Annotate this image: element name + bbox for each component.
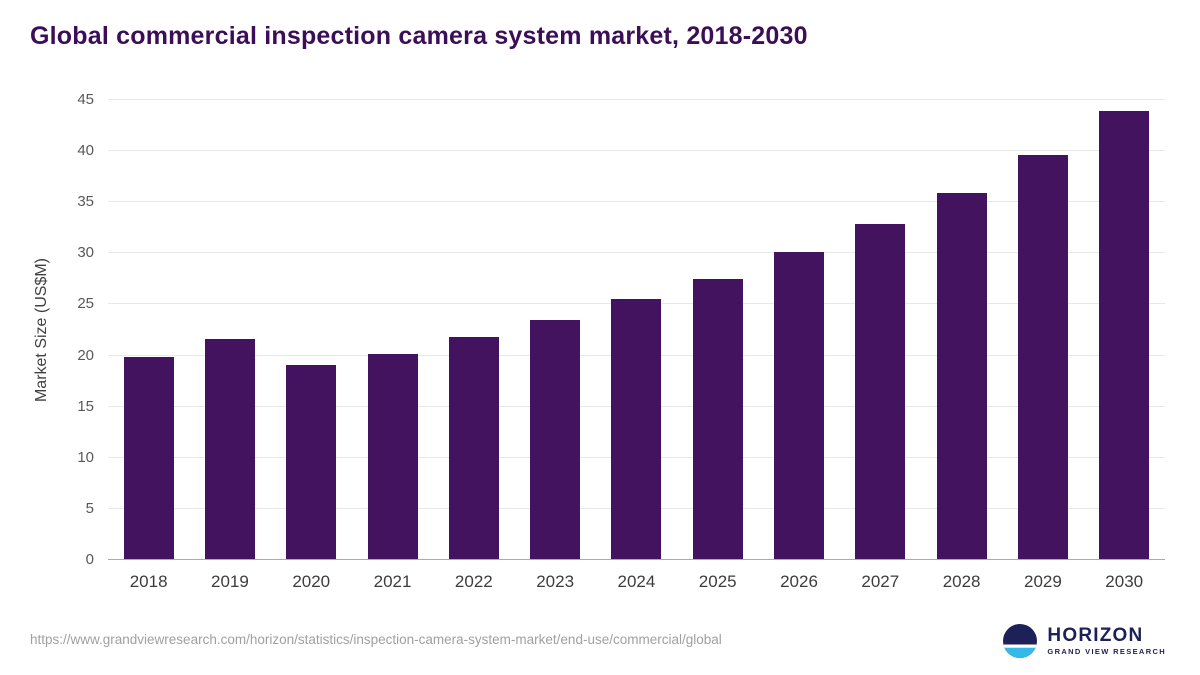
gridline	[108, 252, 1165, 254]
bar-2020	[286, 364, 337, 560]
y-tick-label: 20	[77, 346, 94, 364]
horizon-logo-subtitle: GRAND VIEW RESEARCH	[1047, 647, 1166, 657]
y-tick-label: 30	[77, 244, 94, 262]
bar-2023	[530, 319, 581, 560]
bar-2030	[1099, 111, 1150, 560]
x-tick-label: 2027	[861, 572, 900, 591]
y-tick-label: 5	[85, 499, 94, 517]
bar-2028	[936, 193, 987, 560]
y-axis-ticks: 0 5 10 15 20 25 30 35 40 45	[0, 91, 94, 568]
x-tick-label: 2019	[211, 572, 249, 591]
bar-2021	[367, 353, 418, 560]
gridline	[108, 99, 1165, 100]
horizon-logo-name: HORIZON	[1047, 625, 1144, 647]
chart-title: Global commercial inspection camera syst…	[30, 22, 808, 50]
bar-2027	[855, 223, 906, 560]
horizon-logo-text: HORIZON GRAND VIEW RESEARCH	[1047, 626, 1166, 656]
bar-2025	[692, 278, 743, 560]
plot-area	[108, 99, 1165, 560]
bar-2018	[123, 356, 174, 560]
x-tick-label: 2030	[1105, 572, 1144, 591]
x-tick-label: 2029	[1023, 572, 1062, 591]
x-tick-label: 2021	[373, 572, 412, 591]
bar-2022	[448, 337, 499, 560]
x-tick-label: 2024	[617, 572, 656, 591]
bars	[108, 100, 1165, 560]
x-axis-labels: 2018 2019 2020 2021 2022 2023 2024 2025 2026 2027…	[108, 572, 1165, 592]
source-url: https://www.grandviewresearch.com/horizo…	[30, 632, 722, 647]
bar-2029	[1017, 155, 1068, 560]
bar-2026	[774, 252, 825, 560]
horizon-logo: HORIZON GRAND VIEW RESEARCH	[1002, 623, 1166, 659]
y-tick-label: 40	[77, 142, 94, 160]
horizon-globe-icon	[1003, 624, 1038, 658]
y-tick-label: 25	[77, 295, 94, 313]
gridline	[108, 201, 1165, 203]
x-tick-label: 2018	[129, 572, 168, 591]
x-tick-label: 2026	[780, 572, 818, 591]
y-tick-label: 10	[77, 448, 94, 466]
y-tick-label: 0	[85, 551, 94, 568]
x-tick-label: 2025	[698, 572, 737, 591]
x-tick-label: 2022	[454, 572, 493, 591]
bar-2024	[611, 299, 662, 560]
x-tick-label: 2028	[942, 572, 981, 591]
y-tick-label: 45	[77, 91, 94, 108]
gridline	[108, 150, 1165, 152]
x-tick-label: 2020	[292, 572, 331, 591]
x-axis-line	[108, 559, 1165, 560]
x-tick-label: 2023	[536, 572, 575, 591]
y-tick-label: 15	[77, 397, 94, 415]
bar-2019	[204, 339, 255, 560]
y-tick-label: 35	[77, 193, 94, 211]
